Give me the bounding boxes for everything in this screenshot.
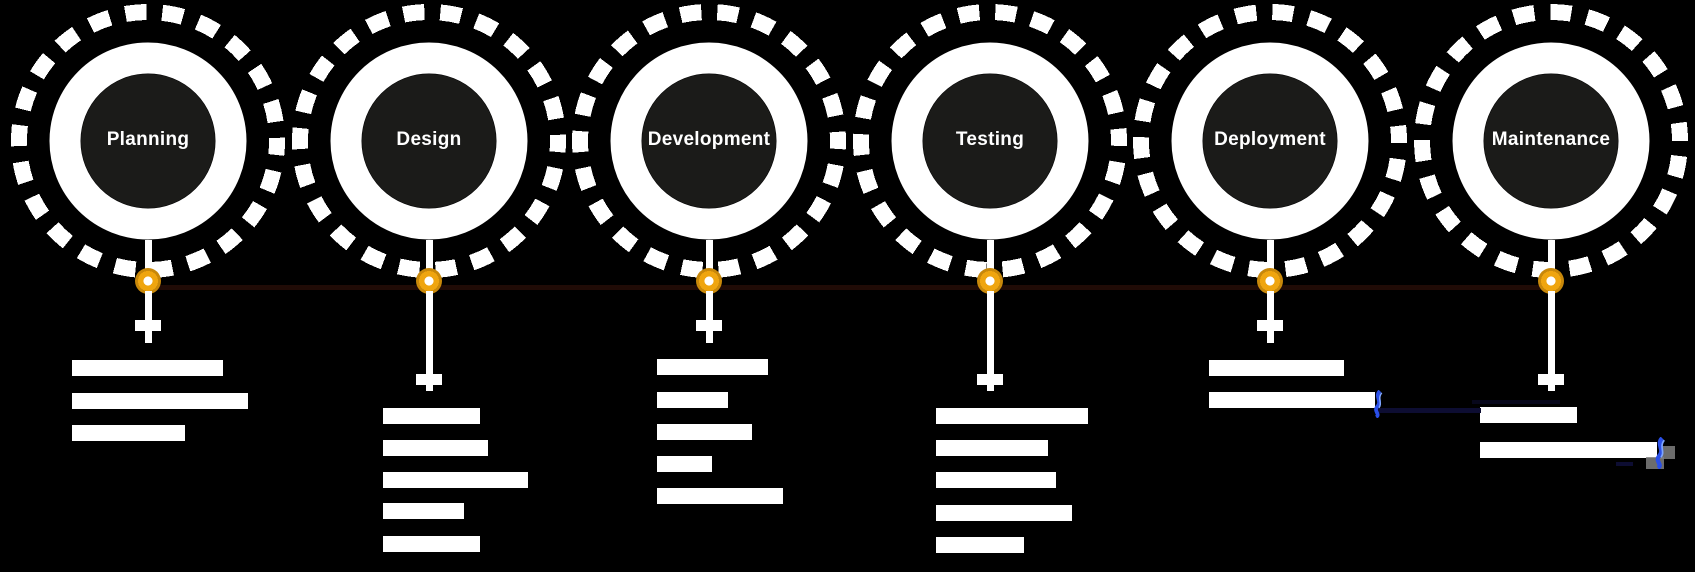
connector-line bbox=[426, 291, 433, 391]
redacted-text-line bbox=[383, 472, 528, 488]
node-circle bbox=[1203, 74, 1337, 208]
dot-stem bbox=[426, 240, 433, 270]
dot-stem bbox=[987, 240, 994, 270]
connector-line bbox=[987, 291, 994, 391]
timeline-line bbox=[150, 285, 1556, 290]
redacted-text-line bbox=[1209, 360, 1344, 376]
node-circle bbox=[1484, 74, 1618, 208]
connector-line bbox=[1548, 291, 1555, 391]
inner-ring bbox=[330, 42, 528, 240]
stage-rings bbox=[1414, 4, 1688, 278]
timeline-dot bbox=[1257, 268, 1283, 294]
stage-rings bbox=[853, 4, 1127, 278]
inner-ring bbox=[1171, 42, 1369, 240]
redacted-text-line bbox=[936, 472, 1056, 488]
timeline-dot bbox=[977, 268, 1003, 294]
connector-cross bbox=[416, 374, 442, 385]
stage-label: Deployment bbox=[1214, 129, 1326, 150]
redacted-text-line bbox=[1480, 407, 1577, 423]
node-circle bbox=[362, 74, 496, 208]
redacted-text-line bbox=[72, 425, 185, 441]
node-circle bbox=[923, 74, 1057, 208]
connector-line bbox=[1267, 291, 1274, 343]
dashed-ring bbox=[292, 4, 566, 278]
dashed-ring bbox=[572, 4, 846, 278]
redacted-text-line bbox=[657, 392, 728, 408]
navy-dash bbox=[1616, 462, 1633, 466]
connector-cross bbox=[696, 320, 722, 331]
dashed-ring bbox=[11, 4, 285, 278]
redacted-text-line bbox=[657, 456, 712, 472]
redacted-text-line bbox=[383, 536, 480, 552]
redacted-text-line bbox=[657, 359, 768, 375]
connector-cross bbox=[1538, 374, 1564, 385]
timeline-dot bbox=[416, 268, 442, 294]
redacted-text-line bbox=[72, 360, 223, 376]
stage-label: Maintenance bbox=[1491, 129, 1611, 150]
inner-ring bbox=[891, 42, 1089, 240]
stage-label: Planning bbox=[106, 129, 190, 150]
redacted-text-line bbox=[936, 537, 1024, 553]
timeline-dot bbox=[1538, 268, 1564, 294]
stage-rings bbox=[11, 4, 285, 278]
stage-rings bbox=[292, 4, 566, 278]
redacted-text-line bbox=[936, 440, 1048, 456]
redacted-text-line bbox=[936, 505, 1072, 521]
grey-smudge bbox=[1660, 446, 1675, 459]
node-circle bbox=[642, 74, 776, 208]
dashed-ring bbox=[1133, 4, 1407, 278]
connector-line bbox=[145, 291, 152, 343]
connector-cross bbox=[135, 320, 161, 331]
stage-label: Testing bbox=[955, 129, 1025, 150]
redacted-text-line bbox=[383, 440, 488, 456]
dot-stem bbox=[706, 240, 713, 270]
redacted-text-line bbox=[657, 424, 752, 440]
inner-ring bbox=[610, 42, 808, 240]
blue-scribble-mark bbox=[1655, 437, 1665, 469]
dot-stem bbox=[1548, 240, 1555, 270]
stage-label: Development bbox=[647, 129, 771, 150]
dot-stem bbox=[145, 240, 152, 270]
blue-scribble-mark bbox=[1374, 390, 1383, 418]
connector-cross bbox=[1257, 320, 1283, 331]
redacted-text-line bbox=[383, 408, 480, 424]
inner-ring bbox=[49, 42, 247, 240]
node-circle bbox=[81, 74, 215, 208]
navy-dash bbox=[1472, 400, 1560, 404]
redacted-text-line bbox=[936, 408, 1088, 424]
redacted-text-line bbox=[657, 488, 783, 504]
inner-ring bbox=[1452, 42, 1650, 240]
connector-line bbox=[706, 291, 713, 343]
timeline-dot bbox=[135, 268, 161, 294]
dot-stem bbox=[1267, 240, 1274, 270]
redacted-text-line bbox=[1480, 442, 1657, 458]
stage-rings bbox=[1133, 4, 1407, 278]
connector-cross bbox=[977, 374, 1003, 385]
stage-label: Design bbox=[396, 129, 462, 150]
timeline-dot bbox=[696, 268, 722, 294]
stage-rings bbox=[572, 4, 846, 278]
dashed-ring bbox=[853, 4, 1127, 278]
redacted-text-line bbox=[1209, 392, 1375, 408]
redacted-text-line bbox=[72, 393, 248, 409]
navy-connector-line bbox=[1377, 408, 1481, 413]
redacted-text-line bbox=[383, 503, 464, 519]
